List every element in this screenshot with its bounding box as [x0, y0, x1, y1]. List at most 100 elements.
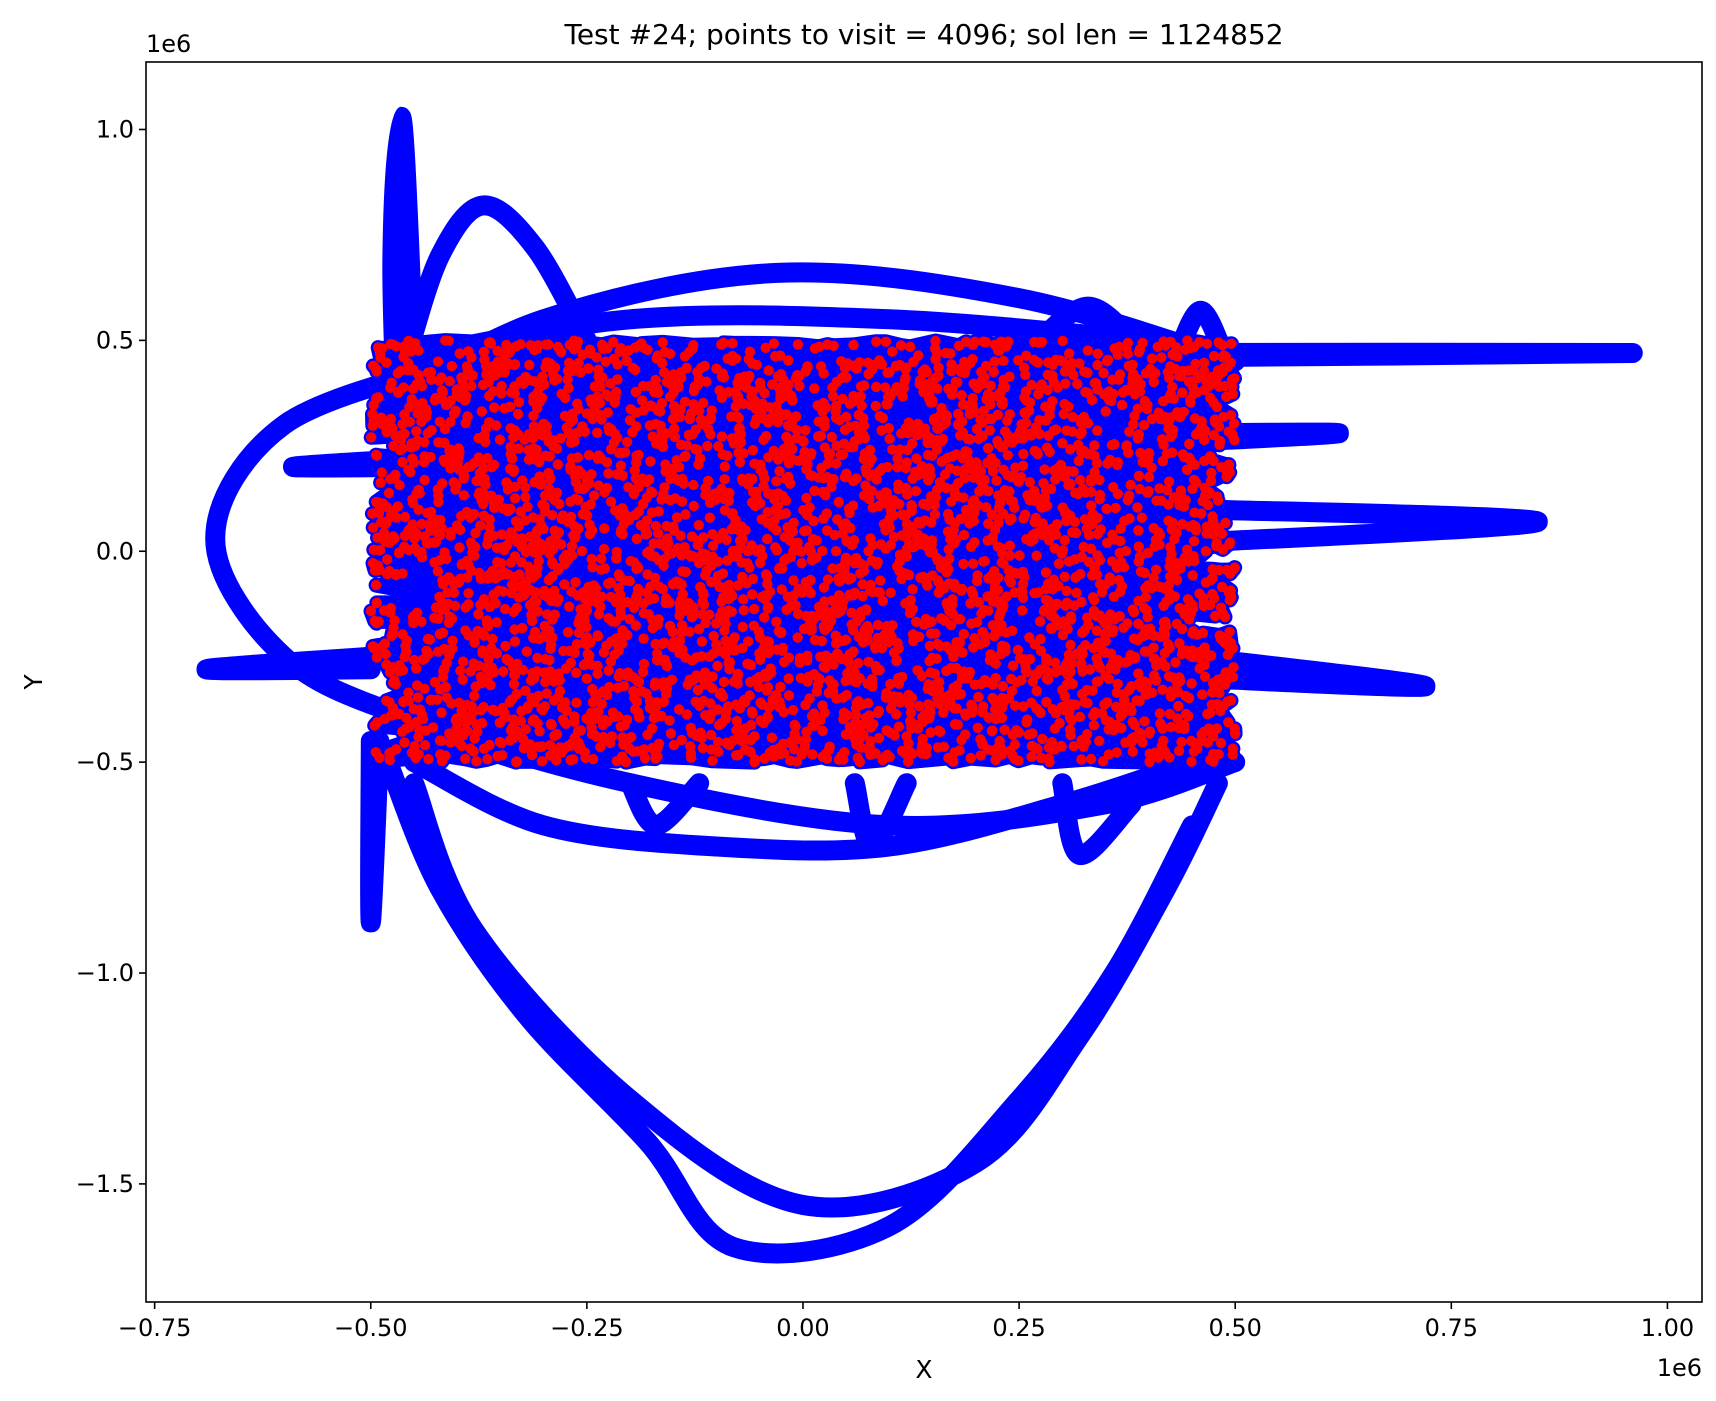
visit-point [441, 657, 452, 669]
visit-point [901, 544, 912, 555]
visit-point [585, 348, 596, 359]
visit-point [658, 488, 669, 499]
visit-point [738, 605, 749, 616]
visit-point [680, 509, 691, 520]
visit-point [494, 434, 506, 445]
visit-point [1128, 368, 1139, 380]
visit-point [809, 485, 820, 497]
visit-point [463, 588, 474, 599]
visit-point [633, 676, 645, 688]
visit-point [488, 589, 499, 600]
visit-point [712, 736, 724, 748]
visit-point [697, 587, 709, 598]
visit-point [907, 629, 919, 640]
visit-point [669, 423, 680, 434]
visit-point [787, 526, 798, 537]
visit-point [941, 482, 952, 494]
visit-point [542, 609, 553, 620]
visit-point [828, 659, 839, 670]
visit-point [509, 493, 521, 504]
visit-point [659, 682, 670, 693]
visit-point [903, 738, 914, 749]
visit-point [815, 651, 826, 662]
visit-point [1165, 336, 1176, 347]
visit-point [696, 636, 708, 647]
visit-point [873, 732, 885, 744]
visit-point [1227, 431, 1239, 442]
visit-point [650, 418, 661, 430]
visit-point [1169, 534, 1180, 545]
visit-point [631, 421, 642, 432]
visit-point [738, 448, 749, 459]
visit-point [1102, 697, 1113, 708]
visit-point [719, 505, 731, 516]
visit-point [564, 645, 575, 657]
visit-point [877, 595, 888, 607]
visit-point [386, 630, 397, 641]
tour-path-loop [395, 195, 597, 372]
visit-point [801, 508, 812, 519]
visit-point [466, 380, 477, 392]
visit-point [702, 440, 713, 452]
visit-point [412, 435, 423, 446]
visit-point [1041, 657, 1052, 668]
visit-point [1196, 416, 1207, 427]
visit-point [1100, 406, 1111, 417]
visit-point [1020, 369, 1031, 380]
visit-point [1156, 352, 1167, 363]
visit-point [997, 396, 1008, 407]
visit-point [569, 711, 580, 722]
visit-point [946, 359, 957, 370]
visit-point [1010, 462, 1021, 473]
visit-point [1063, 466, 1074, 477]
visit-point [1180, 344, 1191, 355]
visit-point [829, 529, 840, 541]
visit-point [458, 490, 470, 501]
visit-point [454, 348, 465, 359]
visit-point [559, 410, 571, 422]
visit-point [424, 519, 435, 530]
visit-point [429, 557, 440, 568]
visit-point [1213, 564, 1225, 576]
visit-point [436, 707, 447, 718]
visit-point [627, 362, 638, 374]
visit-point [407, 494, 418, 505]
visit-point [397, 443, 408, 454]
visit-point [1012, 644, 1024, 656]
visit-point [562, 374, 573, 385]
visit-point [437, 387, 448, 398]
visit-point [628, 488, 639, 500]
visit-point [614, 346, 625, 357]
visit-point [475, 573, 487, 584]
visit-point [883, 423, 895, 434]
visit-point [1118, 694, 1130, 706]
visit-point [1032, 449, 1043, 460]
visit-point [663, 538, 674, 549]
visit-point [1214, 687, 1225, 699]
visit-point [545, 472, 556, 483]
visit-point [1223, 717, 1234, 728]
visit-point [416, 518, 427, 530]
visit-point [553, 563, 565, 574]
visit-point [880, 634, 891, 646]
visit-point [371, 597, 382, 609]
visit-point [784, 738, 795, 749]
visit-point [1218, 700, 1229, 711]
visit-point [405, 466, 416, 478]
visit-point [737, 621, 748, 633]
visit-point [831, 440, 842, 451]
visit-point [633, 711, 645, 723]
visit-point [762, 603, 773, 614]
visit-point [1020, 350, 1032, 361]
visit-point [621, 596, 632, 608]
visit-point [706, 576, 717, 588]
visit-point [1015, 425, 1026, 437]
visit-point [567, 414, 579, 426]
visit-point [827, 686, 839, 697]
visit-point [651, 654, 663, 666]
visit-point [1092, 384, 1103, 395]
visit-point [407, 383, 419, 394]
visit-point [679, 351, 691, 362]
visit-point [608, 437, 620, 448]
visit-point [1039, 464, 1050, 475]
